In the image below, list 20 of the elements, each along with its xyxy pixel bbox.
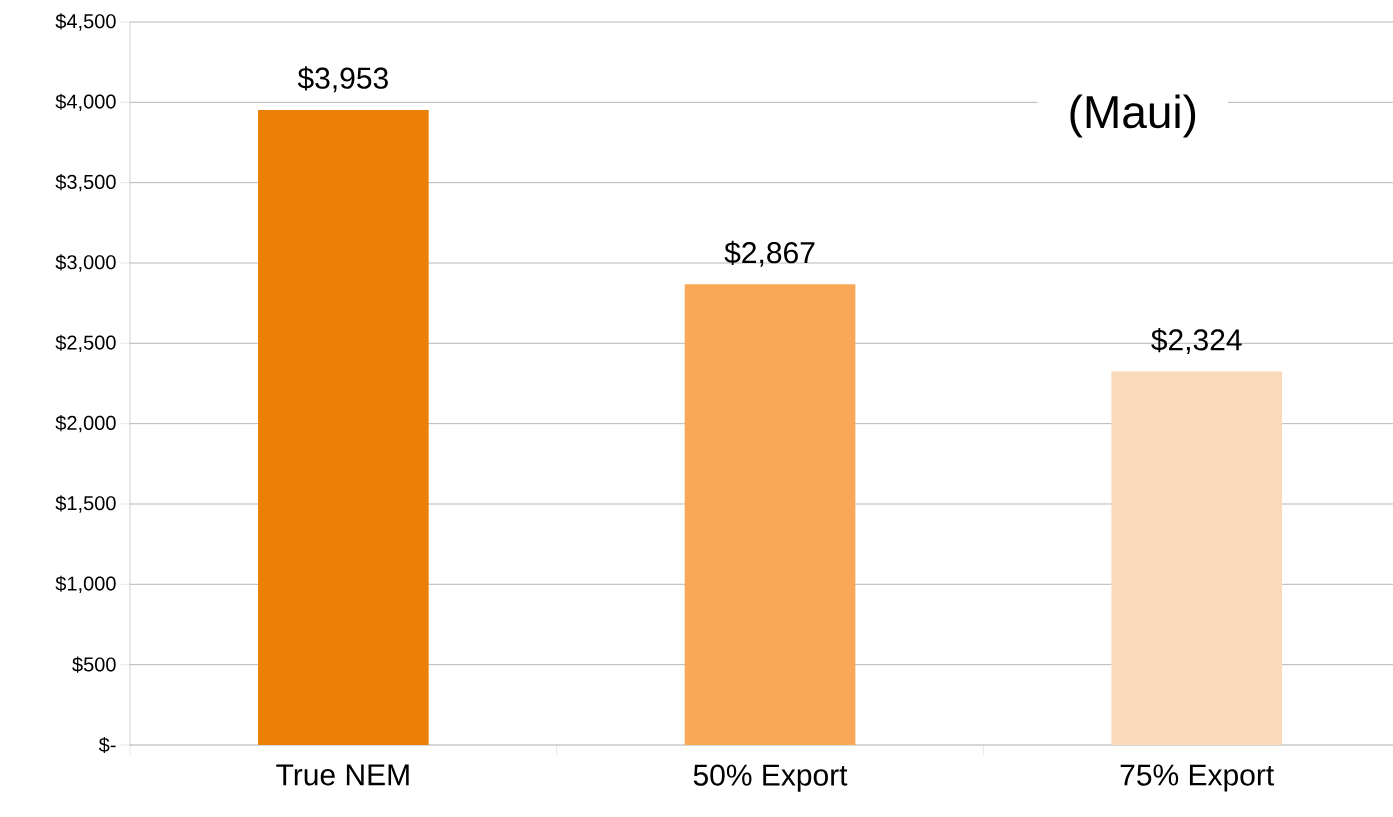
x-tick-label: 75% Export [1120,764,1274,792]
bar [684,284,856,745]
y-tick-label: $1,500 [55,495,116,513]
y-tick-label: $4,500 [55,13,116,31]
y-tick-label: $2,000 [55,414,116,433]
y-tick-label: $3,000 [55,254,116,272]
x-tick-label: 50% Export [693,764,848,792]
bar [1111,371,1283,745]
x-tick-label: True NEM [276,764,409,786]
y-tick-label: $1,000 [55,575,116,593]
y-tick-label: $- [98,736,116,754]
bar [258,109,429,745]
y-tick-label: $3,500 [55,173,116,192]
data-label: $3,953 [297,66,388,93]
y-tick-label: $4,000 [55,93,116,112]
text: (Maui) [1070,94,1196,138]
y-tick-label: $2,500 [55,334,116,352]
y-tick-label: $500 [72,656,116,673]
data-label: $2,324 [1151,328,1242,355]
data-label: $2,867 [724,240,815,267]
